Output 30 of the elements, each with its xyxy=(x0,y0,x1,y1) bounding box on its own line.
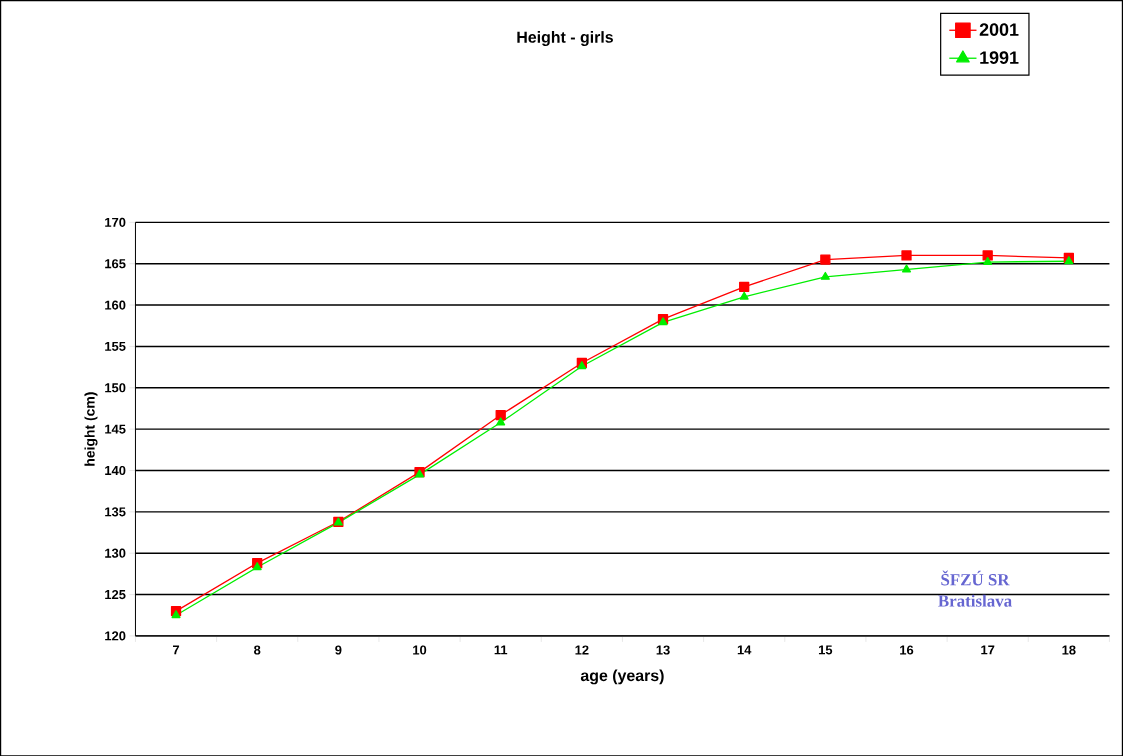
chart-title: Height - girls xyxy=(517,30,613,46)
x-tick-label: 17 xyxy=(981,645,995,655)
y-tick-label: 135 xyxy=(105,507,126,517)
x-tick-label: 12 xyxy=(575,645,589,655)
y-tick-label: 120 xyxy=(105,631,126,641)
x-tick-label: 16 xyxy=(900,645,914,655)
legend-label: 2001 xyxy=(979,23,1019,36)
x-tick-label: 18 xyxy=(1062,645,1076,655)
x-tick-label: 10 xyxy=(413,645,427,655)
y-tick-label: 130 xyxy=(105,548,126,558)
y-tick-label: 145 xyxy=(105,424,126,434)
y-tick-label: 155 xyxy=(105,341,126,351)
y-axis-title: height (cm) xyxy=(84,392,98,466)
x-tick-label: 14 xyxy=(737,645,752,655)
annotation: Bratislava xyxy=(938,594,1012,607)
x-tick-label: 15 xyxy=(818,645,833,655)
y-tick-label: 165 xyxy=(105,258,126,269)
annotation: ŠFZÚ SR xyxy=(941,570,1010,586)
x-axis-title: age (years) xyxy=(580,669,664,685)
x-tick-label: 11 xyxy=(494,645,508,655)
y-tick-label: 140 xyxy=(105,465,126,475)
y-tick-label: 150 xyxy=(105,383,126,393)
legend-label: 1991 xyxy=(980,51,1019,64)
y-tick-label: 125 xyxy=(105,589,126,599)
x-tick-label: 13 xyxy=(656,645,670,655)
x-tick-label: 8 xyxy=(254,645,261,655)
y-tick-label: 170 xyxy=(105,217,126,227)
y-tick-label: 160 xyxy=(105,300,126,310)
x-tick-label: 7 xyxy=(173,645,180,655)
x-tick-label: 9 xyxy=(335,645,342,655)
